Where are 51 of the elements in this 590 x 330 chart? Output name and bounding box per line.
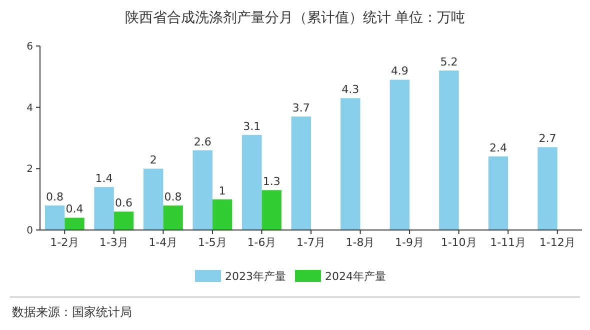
x-tick-label: 1-4月 [148, 236, 178, 249]
bar [64, 218, 84, 230]
x-tick-label: 1-6月 [247, 236, 276, 249]
x-tick-label: 1-9月 [395, 236, 424, 249]
x-tick-label: 1-8月 [346, 236, 375, 249]
x-tick-label: 1-12月 [539, 236, 576, 249]
bar [538, 147, 558, 230]
bar [488, 156, 508, 230]
y-tick-label: 6 [26, 42, 33, 52]
data-label: 4.9 [390, 64, 408, 78]
data-label: 1.3 [262, 175, 280, 188]
y-tick-label: 4 [26, 102, 33, 114]
bar [291, 116, 311, 230]
x-tick-label: 1-5月 [198, 236, 227, 249]
bar [390, 80, 410, 230]
data-label: 0.8 [46, 190, 64, 204]
data-label: 5.2 [440, 56, 458, 69]
data-label: 4.3 [342, 83, 360, 96]
y-tick-label: 2 [26, 164, 33, 176]
x-tick-label: 1-2月 [50, 236, 80, 249]
data-label: 3.7 [292, 102, 310, 115]
bar [262, 190, 282, 230]
bar [439, 70, 459, 230]
data-label: 1.4 [95, 172, 113, 186]
bar [340, 98, 360, 230]
x-tick-label: 1-10月 [440, 236, 477, 249]
data-label: 2 [150, 154, 157, 167]
x-tick-label: 1-7月 [296, 236, 326, 249]
data-label: 2.4 [489, 141, 507, 154]
x-tick-label: 1-11月 [490, 236, 526, 249]
legend-label: 2024年产量 [325, 270, 386, 283]
bar [94, 187, 114, 230]
chart-title: 陕西省合成洗涤剂产量分月（累计值）统计 单位：万吨 [124, 10, 466, 26]
bar [212, 199, 232, 230]
bar [242, 134, 262, 230]
data-label: 3.1 [243, 120, 261, 133]
data-label: 2.6 [194, 135, 212, 148]
data-label: 0.8 [164, 190, 182, 204]
data-label: 1 [218, 184, 226, 198]
bar [192, 150, 212, 230]
x-tick-label: 1-3月 [99, 236, 128, 249]
bar [44, 205, 65, 230]
bar [163, 205, 183, 230]
data-label: 2.7 [538, 132, 556, 146]
legend-label: 2023年产量 [225, 270, 286, 283]
source-note: 数据来源：国家统计局 [12, 305, 132, 319]
data-label: 0.4 [66, 202, 84, 216]
bar [114, 212, 134, 230]
bar [143, 168, 164, 230]
data-label: 0.6 [115, 196, 133, 210]
y-tick-label: 0 [26, 226, 33, 236]
